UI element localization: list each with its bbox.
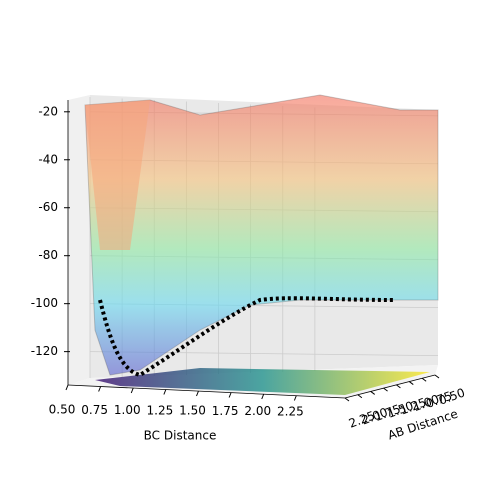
x-tick-label: 1.25 bbox=[147, 403, 174, 417]
x-tick bbox=[130, 387, 134, 394]
z-tick-label: -40 bbox=[38, 152, 58, 166]
x-tick-label: 0.50 bbox=[49, 403, 76, 417]
trajectory-points bbox=[98, 296, 396, 378]
y-axis bbox=[344, 374, 436, 399]
z-tick-label: -80 bbox=[38, 248, 58, 262]
y-tick bbox=[383, 387, 388, 392]
x-tick-label: 2.00 bbox=[244, 404, 271, 418]
x-tick bbox=[163, 389, 167, 395]
z-tick-label: -120 bbox=[31, 344, 58, 358]
y-tick bbox=[396, 384, 401, 389]
x-axis bbox=[67, 384, 346, 399]
y-tick bbox=[421, 377, 427, 382]
y-tick bbox=[357, 394, 363, 399]
y-tick bbox=[344, 397, 350, 402]
x-tick bbox=[65, 384, 69, 391]
y-tick bbox=[408, 381, 414, 385]
contour-floor bbox=[95, 368, 430, 395]
x-tick-label: 1.00 bbox=[114, 403, 141, 417]
left-pane bbox=[68, 95, 90, 385]
x-tick-label: 1.50 bbox=[179, 404, 206, 418]
y-tick bbox=[434, 374, 440, 379]
z-tick-label: -60 bbox=[38, 200, 58, 214]
x-tick-label: 0.75 bbox=[81, 403, 108, 417]
x-tick bbox=[228, 392, 232, 398]
energy-surface bbox=[84, 94, 439, 376]
x-tick bbox=[293, 395, 297, 401]
y-tick-label: 2.25 bbox=[347, 408, 377, 430]
x-tick bbox=[261, 393, 265, 400]
x-axis-label: BC Distance bbox=[144, 429, 217, 443]
y-tick bbox=[370, 391, 376, 395]
z-tick-label: -20 bbox=[38, 104, 58, 118]
x-tick bbox=[196, 390, 199, 397]
x-tick bbox=[98, 386, 102, 392]
surface-wall bbox=[85, 100, 150, 250]
x-tick-label: 2.25 bbox=[277, 404, 304, 418]
x-tick-label: 1.75 bbox=[212, 404, 239, 418]
z-tick-label: -100 bbox=[31, 296, 58, 310]
